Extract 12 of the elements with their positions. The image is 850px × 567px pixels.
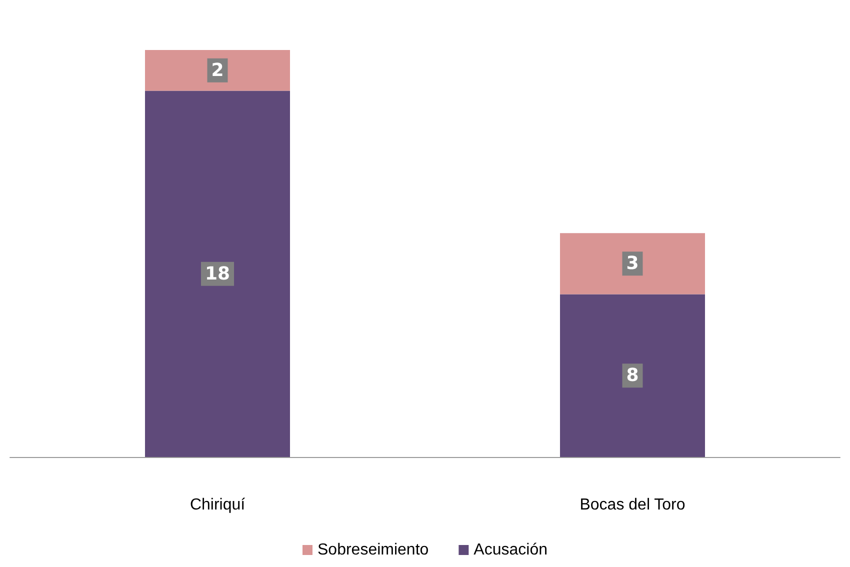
- bar: [560, 233, 705, 294]
- bar: [560, 294, 705, 457]
- bar: [145, 50, 290, 91]
- data-label: 8: [626, 365, 639, 386]
- legend-label: Sobreseimiento: [318, 542, 429, 558]
- legend-label: Acusación: [474, 542, 548, 558]
- x-tick-label: Chiriquí: [190, 496, 246, 514]
- data-label: 2: [211, 60, 224, 81]
- data-label: 18: [204, 263, 230, 284]
- bar: [145, 90, 290, 457]
- data-label: 3: [626, 253, 639, 274]
- x-tick-label: Bocas del Toro: [580, 496, 686, 514]
